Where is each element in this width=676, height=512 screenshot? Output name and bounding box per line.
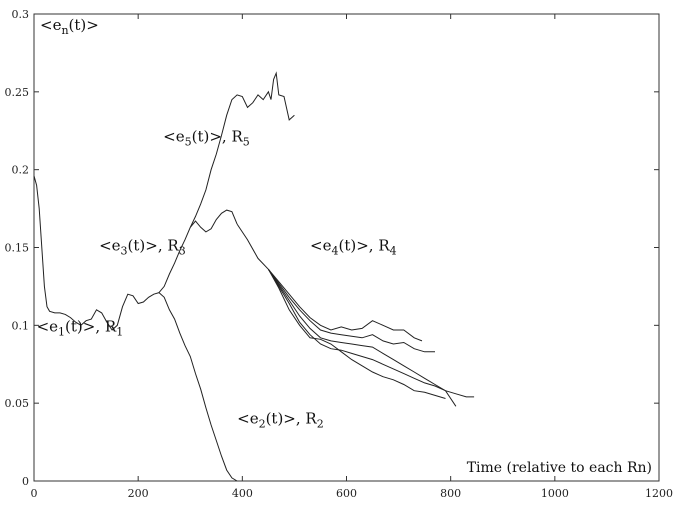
- x-tick-label: 0: [31, 487, 38, 500]
- y-tick-label: 0.2: [12, 164, 30, 177]
- series-line-e4e: [267, 269, 446, 399]
- y-tick-label: 0.05: [5, 397, 30, 410]
- series-line-e4b: [267, 269, 435, 353]
- y-tick-label: 0.1: [12, 319, 30, 332]
- y-axis-label-close: (t)>: [69, 16, 99, 34]
- series-line-e2: [158, 292, 238, 482]
- series-line-e1: [33, 175, 160, 331]
- y-axis-label: <en(t)>: [40, 16, 99, 37]
- series-lines: [33, 71, 475, 482]
- annotation-ann-4: <e4(t)>, R4: [310, 237, 397, 258]
- series-line-e5: [189, 71, 295, 228]
- x-axis-label: Time (relative to each Rn): [467, 460, 652, 476]
- y-axis-label-open: <e: [40, 16, 62, 34]
- series-line-e3: [158, 209, 238, 293]
- series-annotations: <e1(t)>, R1 <e2(t)>, R2 <e3(t)>, R3 <e4(t)>…: [37, 128, 397, 431]
- annotation-ann-1: <e1(t)>, R1: [37, 318, 124, 339]
- x-tick-label: 400: [232, 487, 253, 500]
- axis-ticks: 0 200 400 600 800 1000 1200 0 0.05 0.1 0.15 0.2 0.25…: [5, 8, 674, 500]
- x-tick-label: 1200: [645, 487, 673, 500]
- y-tick-label: 0.3: [12, 8, 30, 21]
- series-line-e4d: [267, 269, 475, 398]
- annotation-ann-5: <e5(t)>, R5: [163, 128, 250, 149]
- x-tick-label: 200: [128, 487, 149, 500]
- annotation-ann-2: <e2(t)>, R2: [237, 409, 324, 430]
- y-tick-label: 0.25: [5, 86, 30, 99]
- y-tick-label: 0.15: [5, 242, 30, 255]
- annotation-ann-3: <e3(t)>, R3: [99, 237, 186, 258]
- y-tick-label: 0: [22, 475, 29, 488]
- y-axis-label-subscript: n: [61, 24, 68, 37]
- x-tick-label: 600: [336, 487, 357, 500]
- series-line-e4c: [267, 269, 457, 407]
- x-tick-label: 800: [440, 487, 461, 500]
- x-tick-label: 1000: [541, 487, 569, 500]
